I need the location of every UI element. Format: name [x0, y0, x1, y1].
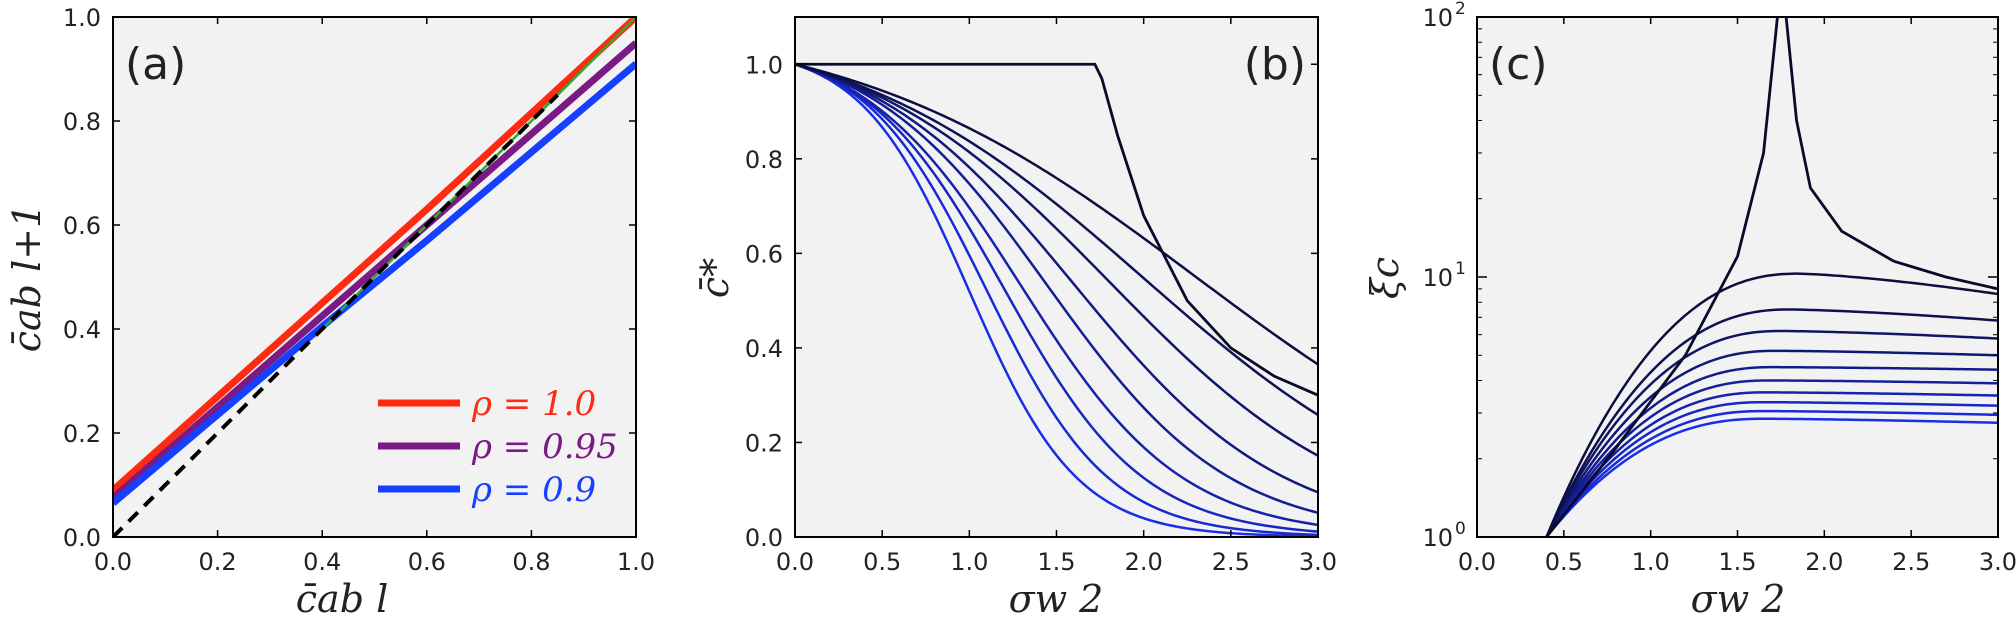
x-tick-label: 2.5 [1212, 548, 1250, 576]
y-tick-label: 0.0 [63, 524, 101, 552]
y-tick-label: 1.0 [745, 51, 783, 79]
series-line-1 [113, 40, 636, 501]
x-tick-label: 2.0 [1125, 548, 1163, 576]
dashed-reference-line [113, 93, 559, 537]
curve-9 [1545, 417, 1998, 537]
curve-7 [795, 63, 1318, 537]
legend-label-2: ρ = 0.9 [471, 470, 596, 510]
series-line-2 [113, 61, 636, 506]
curve-1 [795, 63, 1318, 417]
y-axis-label: c̄* [693, 258, 737, 298]
x-axis-label: σw 2 [1009, 577, 1104, 621]
curve-1 [1545, 308, 1998, 537]
curve-7 [1545, 400, 1998, 537]
plot-background [1477, 17, 1998, 537]
y-tick-label: 0.8 [745, 146, 783, 174]
x-tick-label: 0.4 [303, 548, 341, 576]
y-tick-label: 0.2 [63, 420, 101, 448]
curve-3 [795, 63, 1318, 494]
plot-area [113, 17, 636, 537]
y-tick-label: 10 [1422, 264, 1453, 292]
curve-8 [1545, 409, 1998, 537]
critical-curve-right [1784, 17, 1998, 291]
curve-4 [795, 63, 1318, 514]
x-tick-label: 0.0 [1458, 548, 1496, 576]
y-tick-label: 0.4 [63, 316, 101, 344]
plot-frame [794, 16, 1319, 538]
curve-0 [1545, 272, 1998, 537]
curve-3 [1545, 349, 1998, 537]
panel-label: (a) [125, 39, 186, 90]
y-tick-label: 10 [1422, 4, 1453, 32]
y-tick-label: 10 [1422, 524, 1453, 552]
y-axis-label: c̄ab l+1 [5, 204, 49, 353]
plot-frame [112, 16, 637, 538]
x-tick-label: 0.5 [1545, 548, 1583, 576]
y-tick-exponent: 0 [1455, 519, 1466, 539]
x-tick-label: 1.5 [1037, 548, 1075, 576]
x-axis-label: c̄ab l [296, 577, 389, 621]
y-tick-label: 0.6 [745, 240, 783, 268]
y-axis-label: ξc [1363, 257, 1407, 299]
y-tick-exponent: 1 [1455, 259, 1466, 279]
critical-curve [795, 62, 1318, 397]
curve-0 [795, 63, 1318, 366]
x-tick-label: 0.2 [199, 548, 237, 576]
y-tick-label: 1.0 [63, 4, 101, 32]
x-tick-label: 0.0 [94, 548, 132, 576]
critical-curve-left [1545, 17, 1779, 537]
panel-a: 0.0 0.2 0.4 0.6 0.8 1.0 0.0 0.2 0.4 0.6 0.8 1.0 (a) ρ… [5, 4, 655, 621]
y-tick-exponent: 2 [1455, 0, 1466, 19]
y-tick-label: 0.8 [63, 108, 101, 136]
x-tick-label: 2.5 [1892, 548, 1930, 576]
plot-frame [1476, 16, 1999, 538]
x-tick-label: 3.0 [1979, 548, 2016, 576]
plot-area [795, 62, 1318, 537]
x-tick-label: 1.5 [1718, 548, 1756, 576]
x-tick-label: 0.8 [512, 548, 550, 576]
legend-label-0: ρ = 1.0 [471, 384, 596, 424]
x-tick-label: 1.0 [1632, 548, 1670, 576]
legend-label-1: ρ = 0.95 [471, 427, 618, 467]
x-tick-label: 1.0 [950, 548, 988, 576]
x-axis-label: σw 2 [1691, 577, 1786, 621]
y-tick-label: 0.2 [745, 429, 783, 457]
panel-b: 0.0 0.5 1.0 1.5 2.0 2.5 3.0 0.0 0.2 0.4 0.6 0.8 1.0 (… [693, 16, 1337, 621]
curve-2 [1545, 329, 1998, 537]
y-tick-label: 0.4 [745, 335, 783, 363]
curve-6 [795, 63, 1318, 533]
y-tick-label: 0.0 [745, 524, 783, 552]
curve-6 [1545, 391, 1998, 537]
series-line-0 [113, 17, 636, 493]
curve-4 [1545, 365, 1998, 537]
x-tick-label: 0.5 [863, 548, 901, 576]
x-tick-label: 1.0 [617, 548, 655, 576]
x-tick-label: 0.6 [408, 548, 446, 576]
x-tick-label: 2.0 [1805, 548, 1843, 576]
curve-5 [795, 63, 1318, 527]
panel-label: (c) [1489, 39, 1548, 90]
x-tick-label: 0.0 [776, 548, 814, 576]
y-tick-label: 0.6 [63, 212, 101, 240]
panel-label: (b) [1244, 39, 1306, 90]
x-tick-label: 3.0 [1299, 548, 1337, 576]
plot-area [1545, 17, 1998, 537]
curve-2 [795, 63, 1318, 457]
